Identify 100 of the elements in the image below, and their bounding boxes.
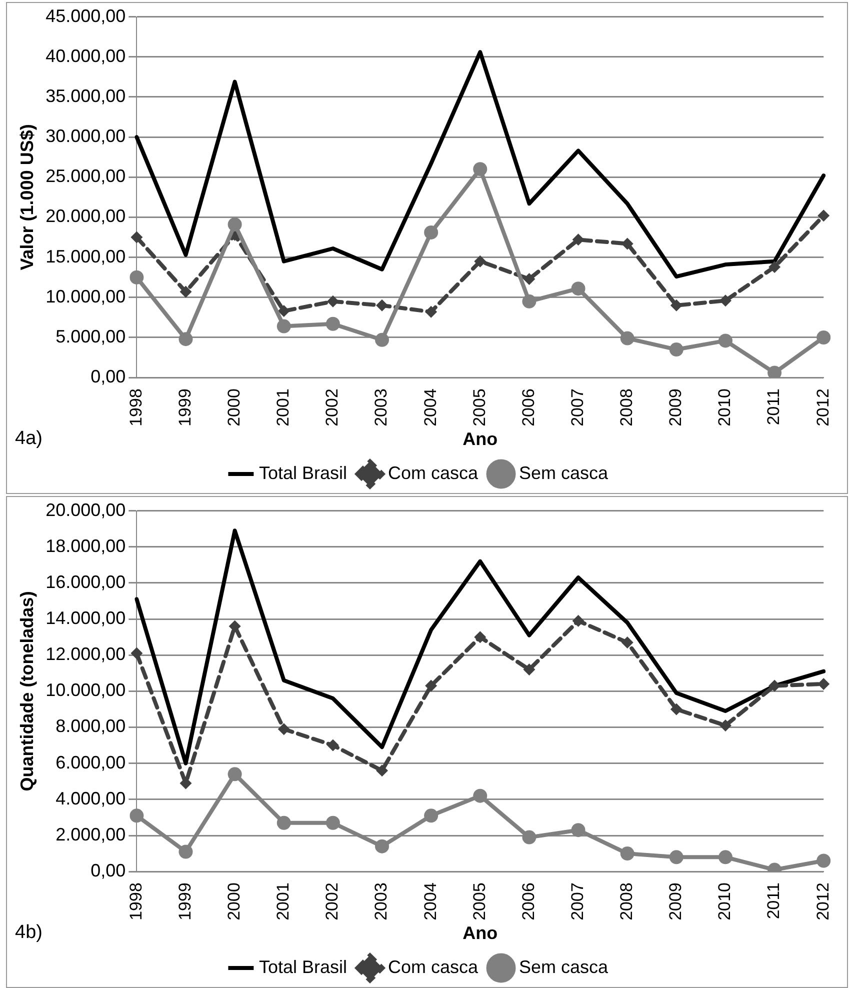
legend-label: Total Brasil: [258, 462, 347, 483]
x-tick-label: 2012: [813, 882, 832, 920]
point: [425, 306, 438, 318]
point: [178, 844, 193, 859]
x-tick-label: 2010: [715, 882, 734, 920]
point: [425, 680, 438, 692]
y-tick-label: 14.000,00: [46, 608, 126, 628]
y-tick-label: 15.000,00: [46, 246, 126, 266]
point: [326, 295, 339, 308]
x-tick-label: 2011: [764, 388, 784, 426]
text: 4b): [15, 922, 42, 944]
legend-label: Sem casca: [519, 462, 610, 483]
point: [719, 294, 732, 307]
x-tick-label: 2004: [420, 388, 440, 426]
x-tick-label: 1999: [175, 388, 194, 426]
y-tick-label: 5.000,00: [56, 326, 126, 346]
y-tick-label: 2.000,00: [56, 824, 126, 844]
x-tick-label: 2006: [518, 882, 538, 920]
y-tick-label: 10.000,00: [46, 680, 126, 700]
point: [522, 294, 536, 308]
x-tick-label: 2011: [764, 882, 784, 920]
point: [669, 342, 684, 357]
x-tick-label: 2004: [420, 882, 440, 920]
x-tick-label: 2005: [470, 882, 489, 920]
x-tick-label: 2000: [224, 388, 244, 426]
point: [474, 631, 486, 644]
x-tick-label: 2005: [470, 388, 489, 426]
y-tick-label: 4.000,00: [56, 788, 126, 808]
x-axis-title: Ano: [462, 429, 498, 450]
y-tick-label: 8.000,00: [56, 716, 126, 736]
point: [130, 808, 144, 823]
x-tick-label: 2012: [813, 388, 832, 426]
point: [571, 823, 586, 838]
point: [670, 703, 682, 716]
y-tick-label: 35.000,00: [46, 86, 126, 106]
point: [572, 234, 584, 246]
x-tick-label: 2007: [568, 388, 587, 426]
point: [424, 225, 438, 240]
point: [523, 272, 536, 285]
x-tick-label: 2006: [518, 388, 538, 426]
y-axis-title: Valor (1.000 US$): [16, 124, 37, 270]
point: [718, 334, 732, 348]
point: [228, 767, 242, 782]
point: [276, 319, 291, 334]
point: [178, 332, 193, 346]
point: [326, 739, 339, 752]
x-tick-label: 1999: [175, 882, 194, 920]
point: [620, 331, 634, 346]
point: [818, 678, 830, 690]
point: [276, 816, 291, 830]
x-tick-label: 2003: [372, 388, 391, 426]
x-tick-label: 2009: [666, 882, 686, 920]
y-tick-label: 18.000,00: [46, 536, 126, 556]
y-tick-label: 25.000,00: [46, 166, 126, 186]
text: 4a): [15, 428, 42, 450]
y-tick-label: 0,00: [90, 860, 126, 881]
point: [424, 808, 438, 823]
point: [130, 231, 143, 244]
point: [228, 217, 242, 232]
legend-label: Com casca: [388, 956, 479, 977]
x-tick-label: 2000: [224, 882, 244, 920]
point: [669, 850, 684, 864]
point: [718, 850, 732, 864]
x-tick-label: 1998: [126, 388, 146, 426]
y-tick-label: 10.000,00: [46, 286, 126, 306]
point: [816, 854, 831, 868]
point: [474, 255, 486, 268]
point: [375, 332, 390, 347]
point: [719, 719, 732, 732]
point: [621, 238, 634, 250]
point: [326, 816, 340, 830]
x-tick-label: 2010: [715, 388, 734, 426]
point: [621, 636, 634, 648]
y-tick-label: 40.000,00: [46, 46, 126, 66]
point: [375, 839, 390, 854]
point: [326, 316, 340, 331]
x-tick-label: 2002: [322, 388, 342, 426]
point: [130, 270, 144, 284]
y-tick-label: 12.000,00: [46, 644, 126, 664]
point: [818, 210, 830, 222]
y-tick-label: 6.000,00: [56, 752, 126, 772]
point: [670, 299, 682, 312]
y-tick-label: 0,00: [90, 366, 126, 387]
y-tick-label: 16.000,00: [46, 572, 126, 592]
point: [522, 830, 536, 844]
y-axis-title: Quantidade (toneladas): [16, 591, 37, 792]
y-tick-label: 30.000,00: [46, 126, 126, 146]
point: [473, 788, 488, 803]
legend-label: Total Brasil: [258, 956, 347, 977]
legend-label: Sem casca: [519, 956, 610, 977]
x-axis-title: Ano: [462, 923, 498, 944]
point: [816, 330, 831, 344]
point: [768, 366, 782, 378]
y-tick-label: 20.000,00: [46, 500, 126, 520]
point: [571, 282, 586, 296]
legend-label: Com casca: [388, 462, 479, 483]
y-tick-label: 45.000,00: [46, 6, 126, 26]
y-tick-label: 20.000,00: [46, 206, 126, 226]
point: [228, 620, 241, 632]
x-tick-label: 2007: [568, 882, 587, 920]
